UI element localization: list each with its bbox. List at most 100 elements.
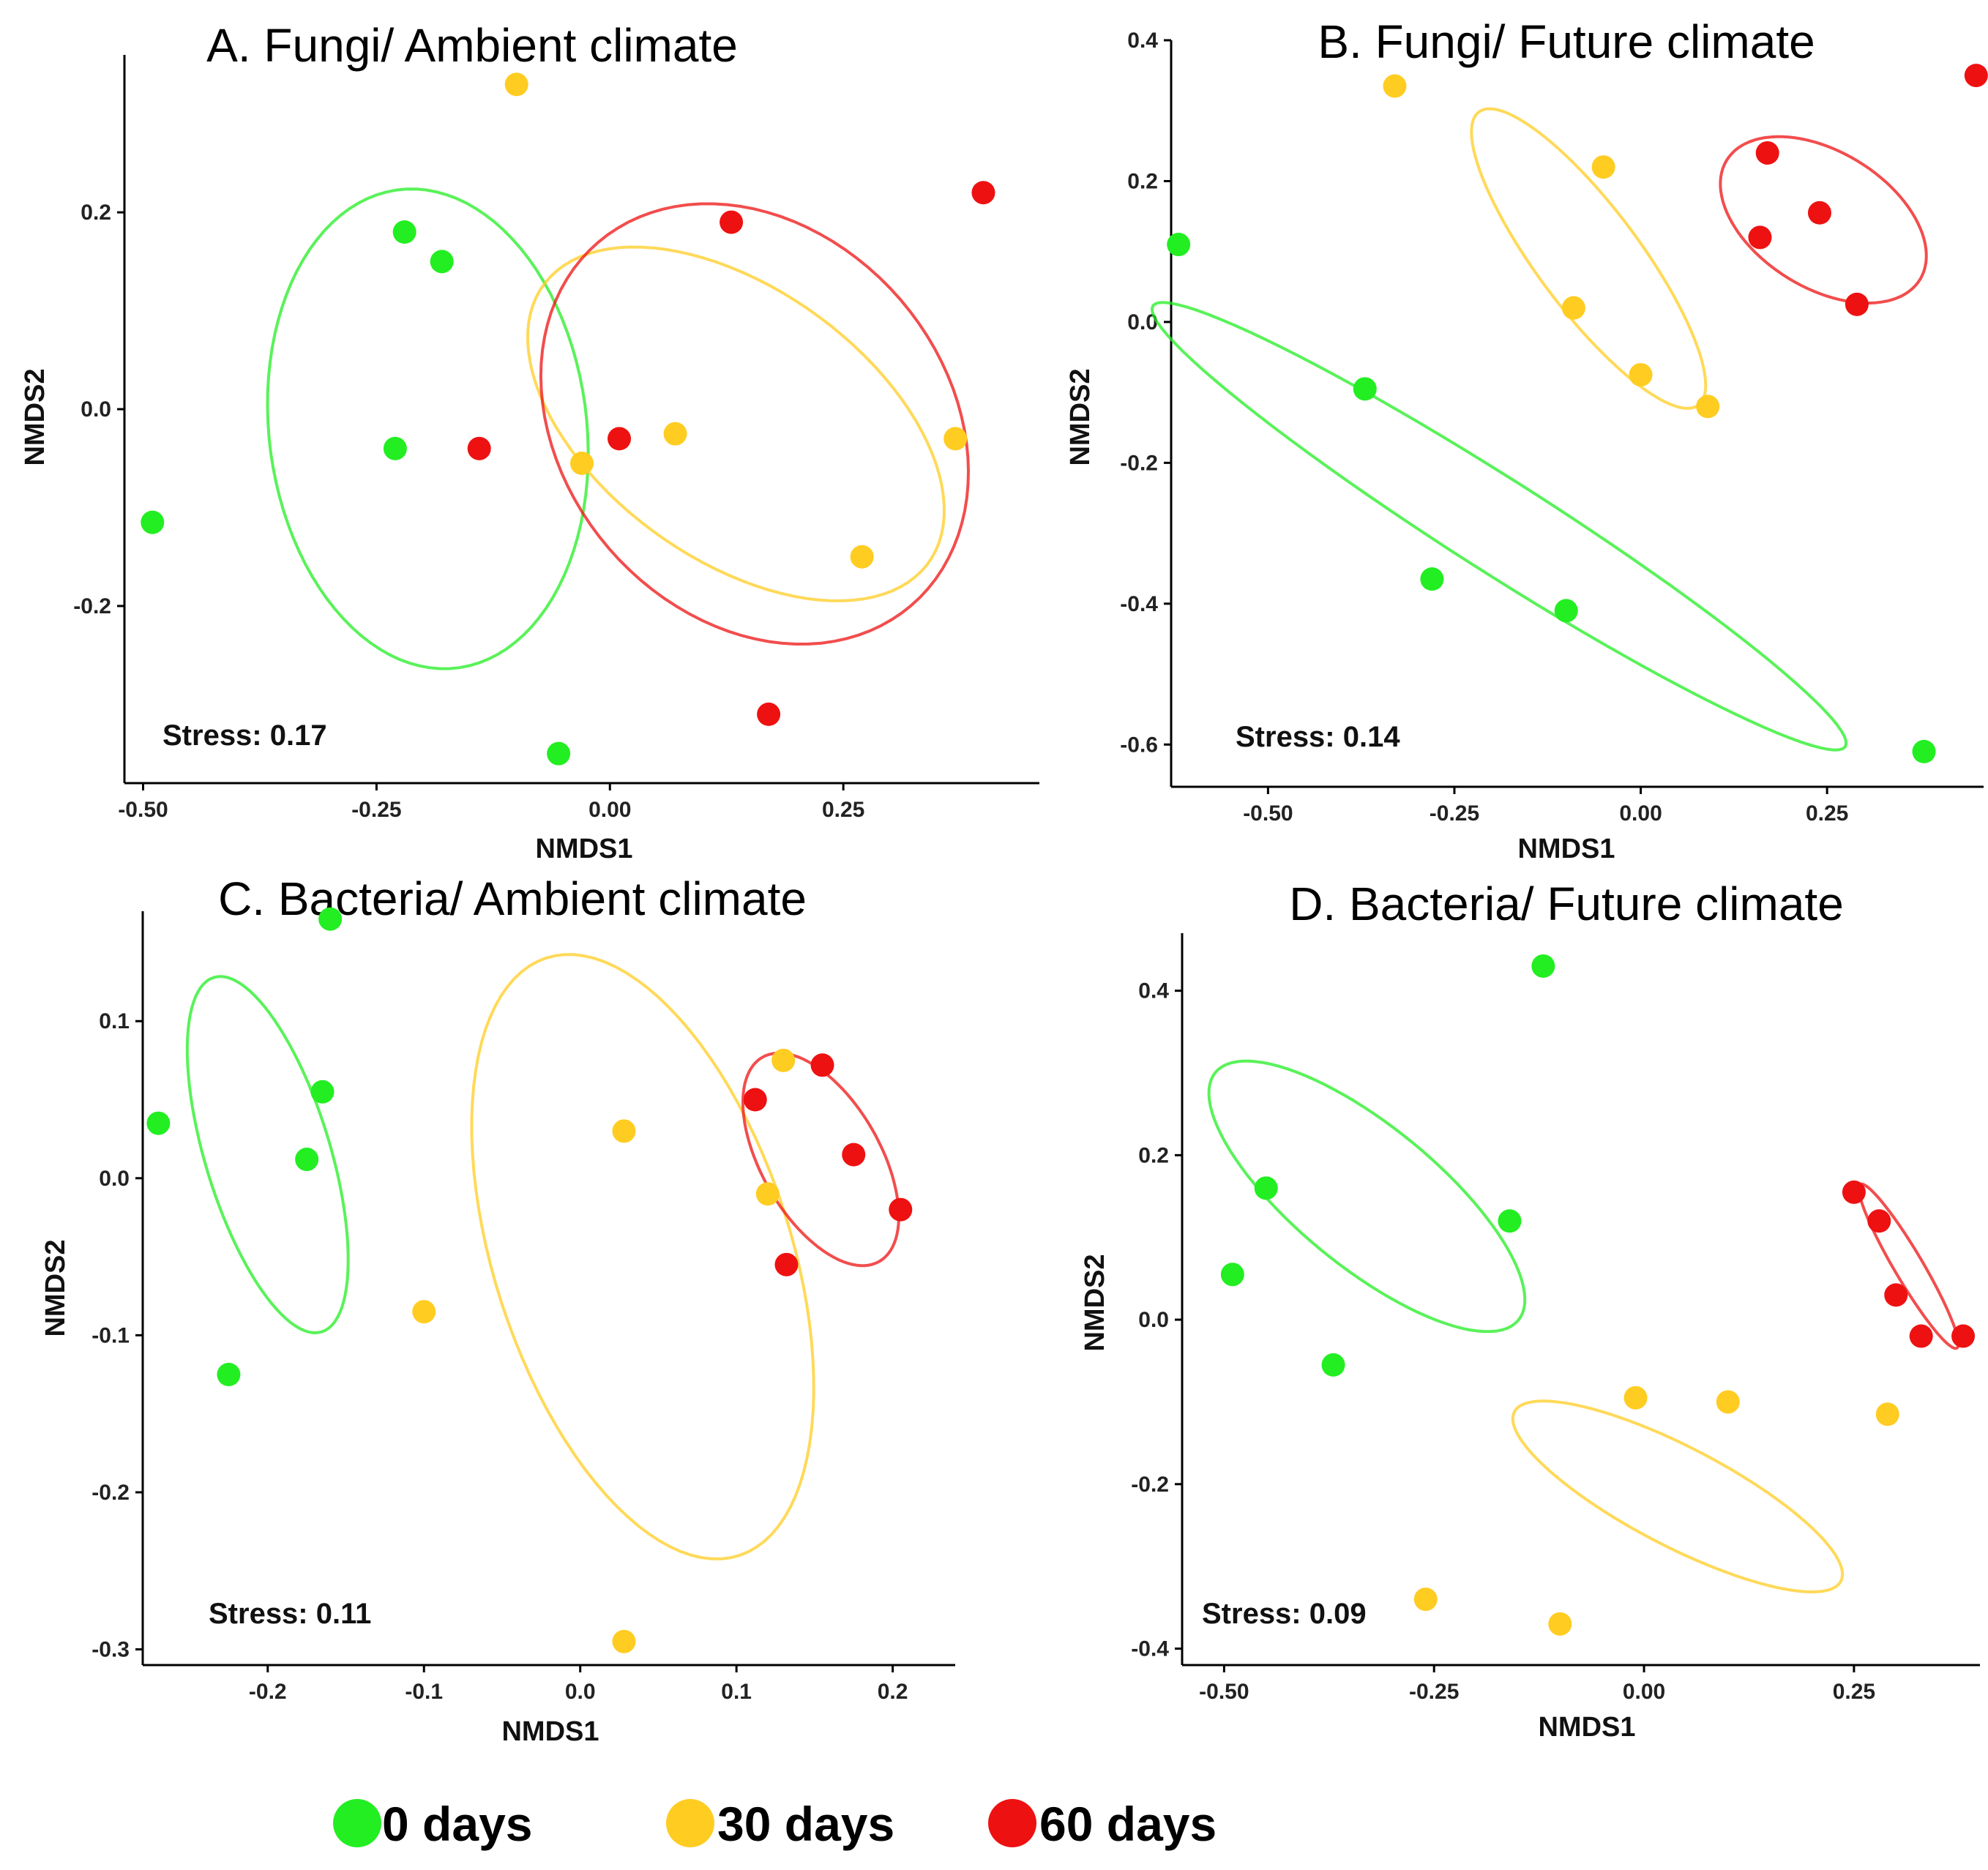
- legend-swatch-0-days: [333, 1799, 381, 1847]
- panel-a-ellipse-0-days: [266, 187, 590, 670]
- panel-c-point-0-days: [146, 1111, 171, 1135]
- panel-d-point-0-days: [1220, 1263, 1244, 1287]
- panel-b-ellipse-60-days: [1719, 135, 1928, 304]
- panel-b-point-60-days: [1748, 225, 1772, 250]
- panel-b-x-tick-label: -0.50: [1243, 801, 1293, 826]
- panel-b-point-0-days: [1420, 567, 1444, 591]
- panel-d-point-30-days: [1548, 1612, 1572, 1636]
- panel-a-ylabel: NMDS2: [20, 368, 51, 465]
- panel-b-y-tick-label: 0.4: [1127, 29, 1158, 53]
- panel-d-ellipse-60-days: [1857, 1182, 1960, 1350]
- legend-label-60-days: 60 days: [1039, 1797, 1217, 1851]
- panel-c-x-tick-label: 0.1: [721, 1680, 752, 1704]
- panel-b-y-tick-label: 0.2: [1127, 169, 1158, 193]
- panel-c-xlabel: NMDS1: [501, 1716, 599, 1747]
- panel-c-y-tick-label: -0.2: [91, 1481, 130, 1505]
- legend-swatch-30-days: [666, 1799, 714, 1847]
- panel-d-ellipse-0-days: [1207, 1059, 1527, 1334]
- panel-b-xlabel: NMDS1: [1517, 834, 1615, 864]
- panel-a-ellipse-30-days: [526, 245, 946, 602]
- panel-d-point-0-days: [1321, 1353, 1345, 1377]
- panel-b-point-60-days: [1755, 141, 1779, 165]
- panel-a-point-30-days: [943, 427, 968, 451]
- panel-d-stress: Stress: 0.09: [1202, 1598, 1367, 1630]
- panel-c-point-0-days: [295, 1148, 319, 1172]
- panel-b-title: B. Fungi/ Future climate: [1318, 15, 1815, 68]
- panel-a: -0.50 -0.25 0.00 0.25 -0.2 0.0 0.2: [73, 55, 1039, 822]
- panel-c: -0.2 -0.1 0.0 0.1 0.2 -0.3 -0.2 -0.1 0.0 0.1: [91, 907, 955, 1704]
- panel-d-y-tick-label: 0.4: [1138, 979, 1169, 1003]
- panel-c-point-0-days: [318, 907, 343, 931]
- panel-d-point-0-days: [1254, 1176, 1278, 1200]
- panel-a-point-60-days: [720, 210, 744, 234]
- panel-a-ellipse-60-days: [539, 202, 971, 646]
- panel-d-title: D. Bacteria/ Future climate: [1289, 878, 1844, 930]
- panel-a-point-0-days: [383, 436, 407, 460]
- panel-c-x-tick-label: -0.2: [249, 1680, 287, 1704]
- panel-c-point-30-days: [412, 1300, 436, 1324]
- panel-a-point-60-days: [467, 436, 491, 460]
- panel-b-point-0-days: [1167, 233, 1191, 257]
- panel-c-point-30-days: [612, 1629, 636, 1653]
- panel-d-point-30-days: [1716, 1390, 1740, 1414]
- panel-d-ylabel: NMDS2: [1080, 1254, 1110, 1351]
- panel-b-point-0-days: [1353, 377, 1377, 401]
- panel-c-y-tick-label: 0.1: [99, 1009, 130, 1033]
- panel-d-point-60-days: [1842, 1180, 1866, 1204]
- panel-b-point-30-days: [1696, 394, 1720, 419]
- panel-b-ellipse-0-days: [1150, 301, 1848, 752]
- panel-c-point-30-days: [612, 1119, 636, 1143]
- panel-b-point-30-days: [1383, 74, 1407, 98]
- plots: -0.50 -0.25 0.00 0.25 -0.2 0.0 0.2 -0.50 -0.25 0.…: [73, 29, 1988, 1704]
- panel-a-point-60-days: [971, 181, 995, 205]
- panel-a-y-tick-label: -0.2: [73, 594, 111, 618]
- panel-d-point-30-days: [1413, 1587, 1438, 1612]
- panel-b-point-30-days: [1629, 363, 1653, 387]
- panel-a-point-60-days: [757, 702, 781, 726]
- panel-c-point-0-days: [310, 1080, 335, 1104]
- panel-c-x-tick-label: 0.0: [565, 1680, 596, 1704]
- panel-b-x-tick-label: 0.00: [1619, 801, 1662, 826]
- panel-b-x-tick-label: 0.25: [1806, 801, 1848, 826]
- panel-b: -0.50 -0.25 0.00 0.25-0.6-0.4-0.20.00.20.4: [1120, 29, 1988, 826]
- panel-d-point-60-days: [1951, 1324, 1976, 1348]
- panel-d-point-0-days: [1498, 1209, 1522, 1233]
- panel-b-x-tick-label: -0.25: [1430, 801, 1479, 826]
- panel-c-ellipse-30-days: [470, 953, 815, 1560]
- panel-a-y-tick-label: 0.0: [81, 397, 111, 422]
- panel-d-point-60-days: [1884, 1283, 1908, 1307]
- panel-b-point-30-days: [1561, 296, 1585, 320]
- panel-a-point-0-days: [141, 510, 165, 534]
- panel-d-x-tick-label: -0.25: [1409, 1680, 1459, 1704]
- panel-b-ylabel: NMDS2: [1065, 368, 1096, 465]
- panel-b-point-0-days: [1912, 739, 1936, 763]
- panel-b-y-tick-label: -0.2: [1120, 451, 1158, 475]
- panel-a-point-0-days: [392, 220, 416, 244]
- legend-swatch-60-days: [988, 1799, 1036, 1847]
- panel-d-point-60-days: [1867, 1209, 1891, 1233]
- panel-b-point-30-days: [1591, 155, 1615, 179]
- panel-a-point-30-days: [663, 422, 687, 446]
- panel-c-point-60-days: [810, 1053, 834, 1077]
- panel-d-point-30-days: [1623, 1385, 1648, 1410]
- panel-d-xlabel: NMDS1: [1538, 1712, 1635, 1743]
- panel-a-stress: Stress: 0.17: [162, 719, 327, 752]
- panel-c-ylabel: NMDS2: [40, 1239, 71, 1336]
- panel-c-point-60-days: [842, 1142, 866, 1167]
- panel-b-y-tick-label: -0.4: [1120, 592, 1158, 616]
- panel-a-point-30-days: [570, 452, 594, 476]
- panel-c-point-30-days: [755, 1182, 780, 1206]
- panel-a-point-30-days: [850, 545, 874, 569]
- legend: 0 days 30 days 60 days: [333, 1797, 1217, 1851]
- panel-c-point-30-days: [771, 1048, 796, 1072]
- panel-d-x-tick-label: 0.25: [1833, 1680, 1875, 1704]
- panel-c-point-0-days: [217, 1363, 241, 1387]
- panel-c-ellipse-60-days: [741, 1051, 900, 1268]
- panel-c-y-tick-label: -0.1: [91, 1323, 130, 1347]
- panel-d-y-tick-label: 0.2: [1138, 1143, 1169, 1167]
- panel-a-x-tick-label: 0.00: [588, 798, 631, 822]
- panel-a-x-tick-label: -0.25: [351, 798, 401, 822]
- panel-a-x-tick-label: -0.50: [118, 798, 168, 822]
- panel-a-point-60-days: [608, 427, 632, 451]
- legend-label-30-days: 30 days: [717, 1797, 894, 1851]
